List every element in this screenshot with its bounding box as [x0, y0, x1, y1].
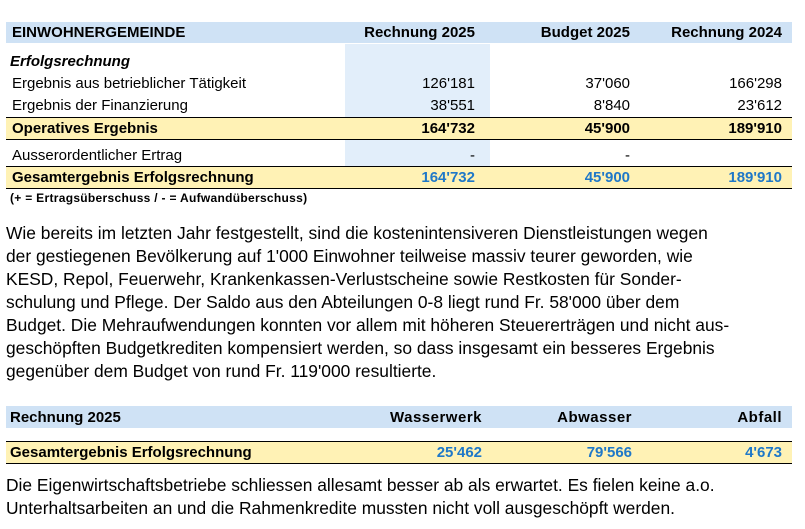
cell-value: 126'181	[422, 75, 475, 92]
header-cell: Abwasser	[557, 408, 632, 426]
cell-value: 8'840	[593, 97, 630, 114]
row-label: Gesamtergebnis Erfolgsrechnung	[10, 444, 252, 461]
paragraph-line: schulung und Pflege. Der Saldo aus den A…	[6, 292, 680, 312]
paragraph-line: der gestiegenen Bevölkerung auf 1'000 Ei…	[6, 246, 693, 266]
table-row: Ausserordentlicher Ertrag - -	[6, 145, 792, 165]
row-label: Ausserordentlicher Ertrag	[12, 146, 183, 164]
paragraph-line: gegenüber dem Budget von rund Fr. 119'00…	[6, 361, 437, 381]
cell-value: Budget 2025	[540, 24, 630, 41]
header-cell: Abfall	[737, 408, 782, 426]
paragraph-line: KESD, Repol, Feuerwehr, Krankenkassen-Ve…	[6, 269, 682, 289]
paragraph-line: Budget. Die Mehraufwendungen konnten vor…	[6, 315, 730, 335]
row-label: Operatives Ergebnis	[12, 120, 158, 137]
cell-value: 23'612	[737, 97, 782, 114]
cell-value: Rechnung 2025	[364, 24, 475, 41]
table-row: Operatives Ergebnis 164'732 45'900 189'910	[6, 117, 792, 140]
cell-value: -	[470, 146, 475, 164]
table-row: Gesamtergebnis Erfolgsrechnung 25'462 79'5…	[6, 441, 792, 464]
cell-value: 38'551	[430, 97, 475, 114]
paragraph-line: Die Eigenwirtschaftsbetriebe schliessen …	[6, 475, 715, 495]
cell-value: 166'298	[729, 75, 782, 92]
row-label: EINWOHNERGEMEINDE	[12, 24, 186, 41]
table-header: Rechnung 2025 Wasserwerk Abwasser Abfall	[6, 406, 792, 428]
cell-value: 25'462	[436, 444, 482, 461]
paragraph-line: geschöpften Budgetkrediten kompensiert w…	[6, 338, 715, 358]
cell-value: 45'900	[584, 120, 630, 137]
cell-value: Rechnung 2024	[671, 24, 782, 41]
table-row: Ergebnis der Finanzierung 38'551 8'840 23'6…	[6, 95, 792, 116]
row-label: Ergebnis aus betrieblicher Tätigkeit	[12, 75, 247, 92]
cell-value: 164'732	[421, 120, 475, 137]
footnote: (+ = Ertragsüberschuss / - = Aufwandüber…	[10, 191, 308, 205]
table-row: Ergebnis aus betrieblicher Tätigkeit 126'…	[6, 73, 792, 94]
cell-value: 189'910	[728, 120, 782, 137]
cell-value: 37'060	[585, 75, 630, 92]
value-column-bg	[345, 140, 490, 166]
value-column-bg	[345, 44, 490, 117]
header-cell: Rechnung 2025	[10, 408, 121, 426]
section-title: Erfolgsrechnung	[10, 52, 131, 70]
header-cell: Wasserwerk	[390, 408, 482, 426]
cell-value: -	[625, 146, 630, 164]
cell-value: 4'673	[745, 444, 782, 461]
row-label: Gesamtergebnis Erfolgsrechnung	[12, 169, 254, 186]
cell-value: 164'732	[421, 169, 475, 186]
cell-value: 45'900	[584, 169, 630, 186]
row-label: Ergebnis der Finanzierung	[12, 97, 188, 114]
table-row: Gesamtergebnis Erfolgsrechnung 164'732 45'…	[6, 166, 792, 189]
table-header: EINWOHNERGEMEINDE Rechnung 2025 Budget 202…	[6, 22, 792, 43]
cell-value: 189'910	[728, 169, 782, 186]
paragraph-line: Wie bereits im letzten Jahr festgestellt…	[6, 223, 708, 243]
section-row: Erfolgsrechnung	[6, 51, 792, 71]
paragraph-line: Unterhaltsarbeiten an und die Rahmenkred…	[6, 498, 675, 518]
cell-value: 79'566	[586, 444, 632, 461]
